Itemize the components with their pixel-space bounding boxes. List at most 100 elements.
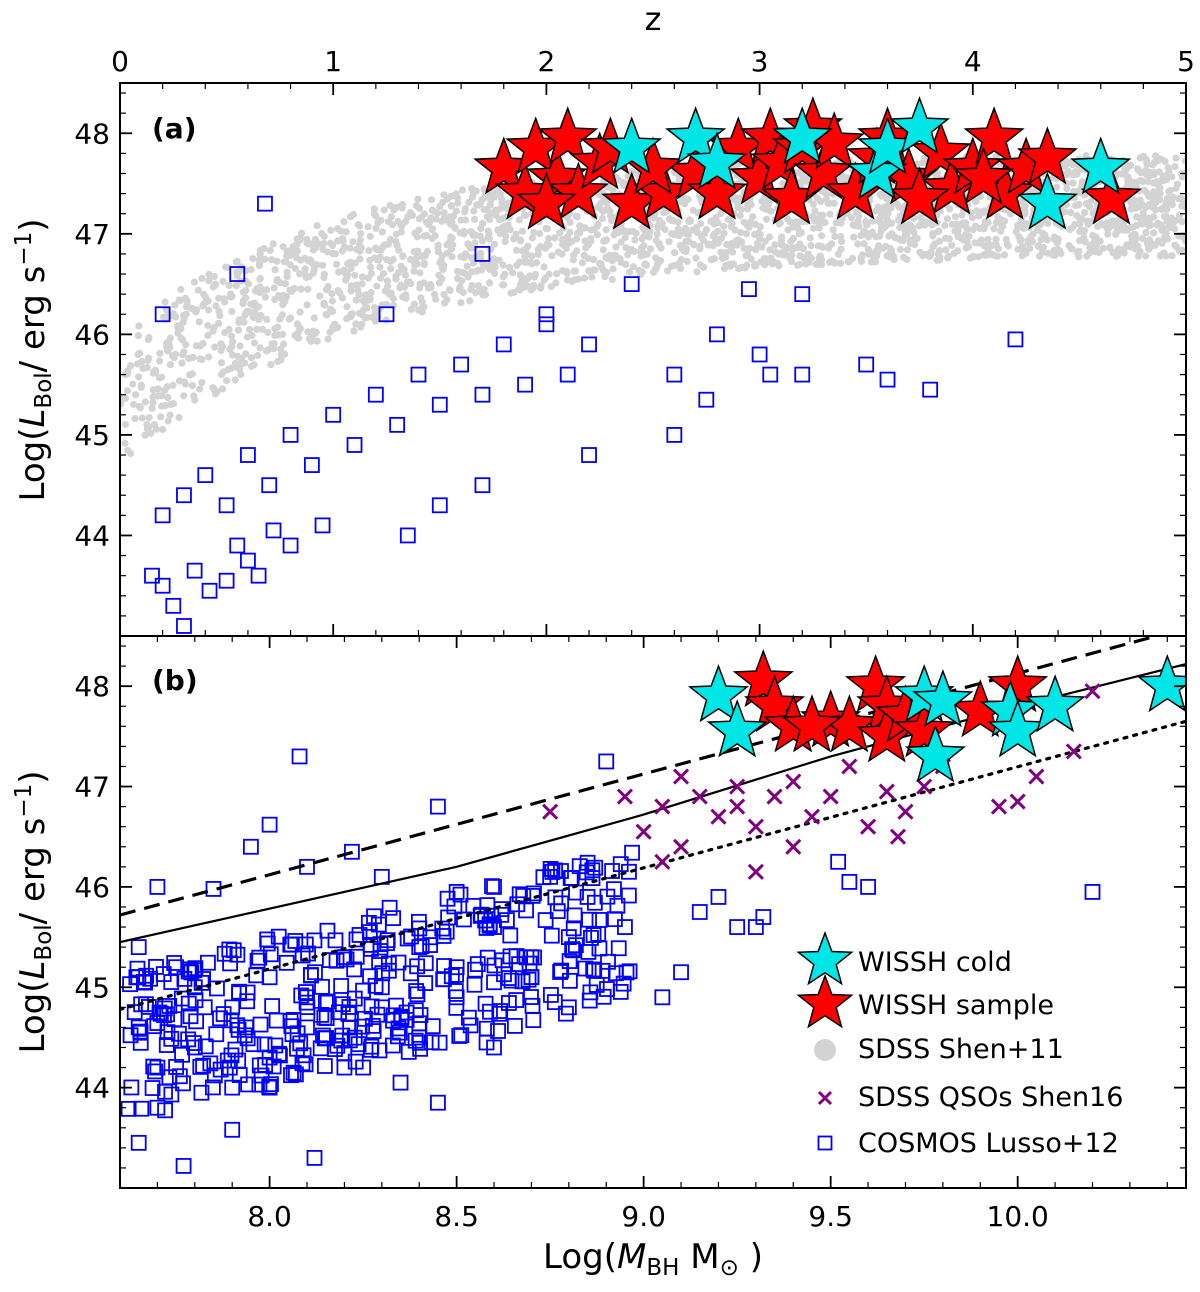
sdss-shen11-point	[1162, 176, 1171, 184]
sdss-shen11-point	[561, 241, 569, 249]
cosmos-lusso12-point-b	[202, 1055, 219, 1072]
sdss-qsos-shen16-point	[1009, 793, 1026, 810]
sdss-shen11-point	[228, 307, 236, 316]
cosmos-lusso12-point-b	[224, 1121, 241, 1138]
sdss-shen11-point	[412, 202, 421, 210]
cosmos-lusso12-point-b	[424, 1018, 441, 1035]
sdss-shen11-point	[582, 244, 590, 252]
sdss-shen11-point	[280, 340, 288, 348]
cosmos-lusso12-point-b	[380, 955, 397, 972]
sdss-shen11-point	[293, 240, 301, 248]
cosmos-lusso12-point	[538, 316, 555, 333]
cosmos-lusso12-point-b	[499, 912, 515, 928]
sdss-shen11-point	[869, 217, 877, 225]
z-tick-label: 1	[324, 45, 342, 78]
cosmos-lusso12-points	[144, 195, 1024, 634]
sdss-shen11-point	[543, 240, 551, 248]
sdss-qsos-shen16-point	[990, 798, 1008, 815]
sdss-shen11-point	[838, 237, 846, 245]
cosmos-lusso12-point-b	[182, 1008, 199, 1025]
sdss-shen11-point	[652, 236, 660, 245]
sdss-shen11-point	[987, 251, 995, 259]
sdss-shen11-point	[249, 313, 258, 322]
cosmos-lusso12-point	[165, 597, 182, 614]
wissh-cold-point	[665, 106, 727, 165]
sdss-shen11-point	[293, 254, 301, 262]
sdss-shen11-point	[608, 275, 616, 284]
sdss-shen11-point	[319, 261, 327, 269]
sdss-qsos-shen16-point	[785, 773, 802, 790]
sdss-shen11-point	[253, 325, 261, 333]
sdss-shen11-point	[619, 178, 627, 186]
panel-b-y-ticks: 44 45 46 47 48	[74, 645, 1186, 1169]
sdss-shen11-point	[802, 260, 810, 268]
wissh-cold-points-b	[687, 654, 1186, 783]
sdss-shen11-point	[612, 253, 620, 261]
sdss-shen11-point	[520, 211, 529, 219]
sdss-shen11-point	[795, 230, 804, 238]
sdss-shen11-point	[352, 296, 360, 304]
cosmos-lusso12-point-b	[180, 1031, 197, 1048]
sdss-shen11-point	[316, 292, 324, 300]
cosmos-lusso12-point-b	[303, 967, 319, 984]
sdss-shen11-point	[646, 245, 655, 253]
wissh-sample-point-b	[987, 654, 1049, 713]
sdss-shen11-point	[1124, 177, 1132, 185]
y-tick-label-b: 48	[74, 670, 110, 703]
cosmos-lusso12-point-b	[132, 1034, 149, 1051]
cosmos-lusso12-point-b	[336, 1045, 353, 1062]
cosmos-lusso12-point-b	[315, 1027, 331, 1044]
cosmos-lusso12-point-b	[264, 998, 281, 1014]
sdss-shen11-point	[131, 415, 139, 423]
panel-a-z-ticks: 0 1 2 3 4 5	[111, 45, 1195, 636]
sdss-shen11-point	[990, 225, 998, 233]
sdss-shen11-point	[1034, 242, 1042, 250]
sdss-shen11-point	[1013, 222, 1022, 230]
sdss-shen11-point	[888, 219, 896, 227]
sdss-shen11-point	[171, 301, 179, 309]
cosmos-lusso12-point-b	[360, 914, 377, 931]
sdss-shen11-point	[657, 244, 665, 252]
sdss-shen11-point	[291, 264, 299, 273]
cosmos-lusso12-point-b	[598, 753, 615, 770]
sdss-shen11-point	[333, 260, 341, 268]
sdss-shen11-point	[1155, 187, 1163, 195]
cosmos-lusso12-point-b	[549, 903, 566, 920]
sdss-shen11-point	[278, 295, 286, 303]
sdss-qsos-shen16-point	[747, 863, 764, 880]
y-axis-label-a: Log(LBol/ erg s−1)	[11, 218, 57, 501]
sdss-shen11-point	[675, 176, 683, 184]
sdss-shen11-point	[889, 252, 898, 260]
sdss-shen11-point	[399, 293, 407, 301]
sdss-shen11-point	[166, 361, 174, 369]
sdss-shen11-point	[204, 321, 212, 330]
cosmos-lusso12-point-b	[145, 1058, 162, 1075]
sdss-shen11-point	[365, 247, 373, 255]
sdss-shen11-point	[1127, 161, 1135, 169]
sdss-qsos-shen16-point	[635, 823, 652, 840]
sdss-shen11-point	[431, 208, 439, 216]
wissh-cold-point-b	[1024, 674, 1086, 733]
sdss-shen11-point	[710, 230, 719, 238]
sdss-shen11-point	[513, 246, 521, 254]
sdss-shen11-point	[428, 234, 436, 242]
sdss-shen11-point	[251, 287, 260, 295]
sdss-shen11-point	[670, 249, 679, 257]
panel-b-label: (b)	[152, 664, 198, 697]
y-tick-label-b: 47	[74, 771, 110, 804]
sdss-shen11-point	[1136, 215, 1145, 223]
sdss-shen11-point	[190, 392, 198, 400]
sdss-shen11-point	[515, 216, 523, 224]
sdss-shen11-point	[293, 247, 301, 255]
sdss-shen11-point	[1082, 151, 1090, 160]
sdss-shen11-point	[367, 263, 375, 271]
sdss-shen11-point	[1157, 221, 1165, 229]
sdss-shen11-point	[984, 235, 992, 243]
sdss-shen11-point	[606, 251, 614, 259]
sdss-shen11-point	[810, 214, 818, 222]
panel-b-x-ticks: 8.0 8.5 9.0 9.5 10.0	[156, 636, 1168, 1233]
sdss-shen11-point	[1138, 200, 1146, 209]
sdss-shen11-point	[1120, 226, 1128, 234]
cosmos-lusso12-point-b	[473, 906, 490, 923]
sdss-qsos-shen16-point	[916, 778, 933, 795]
